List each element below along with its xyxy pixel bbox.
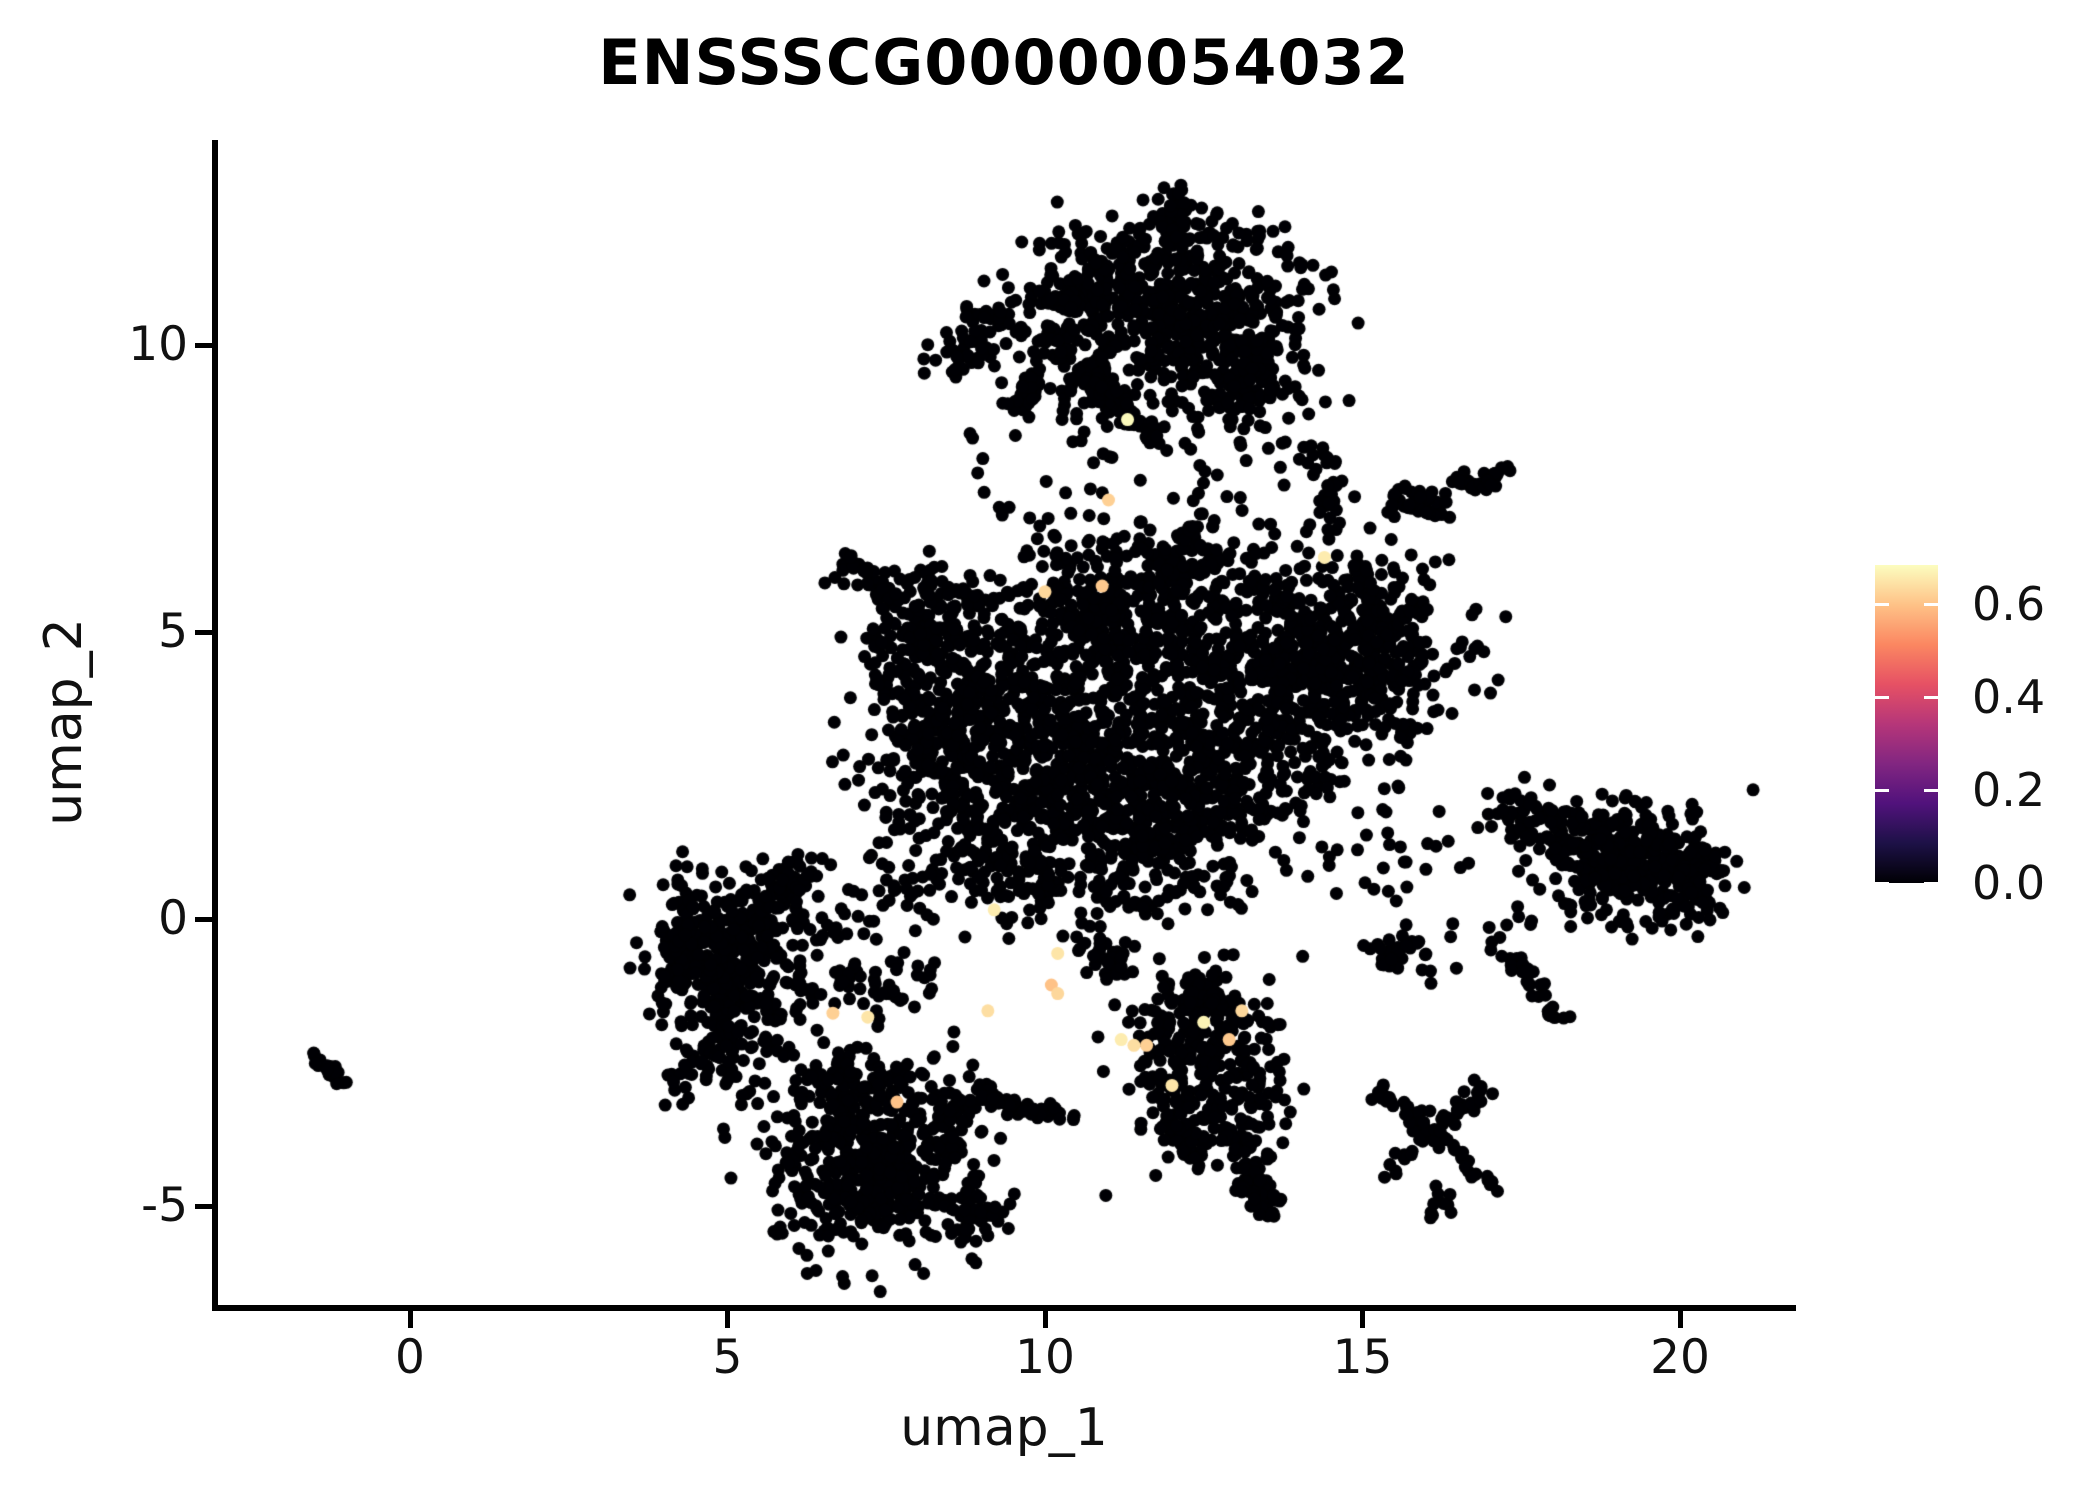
- y-tick-label: 0: [158, 891, 188, 946]
- colorbar-tick-mark: [1875, 881, 1889, 885]
- x-tick-mark: [725, 1311, 730, 1328]
- x-tick-label: 15: [1332, 1330, 1393, 1385]
- colorbar-tick-mark: [1924, 602, 1938, 606]
- x-axis-line: [212, 1305, 1796, 1311]
- colorbar-tick-label: 0.0: [1972, 856, 2046, 910]
- x-tick-label: 0: [395, 1330, 425, 1385]
- colorbar-tick-mark: [1924, 881, 1938, 885]
- plot-title: ENSSSCG00000054032: [598, 26, 1410, 99]
- colorbar-tick-mark: [1924, 695, 1938, 699]
- y-tick-mark: [195, 342, 212, 348]
- y-tick-label: 10: [128, 317, 188, 372]
- x-tick-mark: [1360, 1311, 1365, 1328]
- y-axis-title: umap_2: [34, 618, 94, 826]
- colorbar-tick-label: 0.2: [1972, 763, 2046, 818]
- colorbar: [1875, 565, 1938, 883]
- colorbar-tick-label: 0.4: [1972, 670, 2046, 725]
- y-tick-mark: [195, 629, 212, 635]
- colorbar-tick-mark: [1875, 602, 1889, 606]
- colorbar-tick-mark: [1875, 788, 1889, 792]
- x-tick-mark: [407, 1311, 413, 1328]
- colorbar-tick-mark: [1875, 695, 1889, 699]
- scatter-canvas: [218, 140, 1790, 1305]
- x-tick-label: 5: [712, 1330, 743, 1385]
- y-tick-label: 5: [158, 604, 188, 659]
- x-tick-label: 20: [1650, 1330, 1710, 1385]
- x-tick-mark: [1677, 1311, 1683, 1328]
- y-tick-mark: [195, 916, 212, 922]
- x-axis-title: umap_1: [900, 1398, 1108, 1458]
- x-tick-mark: [1042, 1311, 1048, 1328]
- y-tick-mark: [195, 1203, 212, 1209]
- y-tick-label: -5: [141, 1178, 188, 1233]
- colorbar-tick-label: 0.6: [1972, 577, 2046, 632]
- colorbar-tick-mark: [1924, 788, 1938, 792]
- y-axis-line: [212, 140, 218, 1311]
- x-tick-label: 10: [1015, 1330, 1075, 1385]
